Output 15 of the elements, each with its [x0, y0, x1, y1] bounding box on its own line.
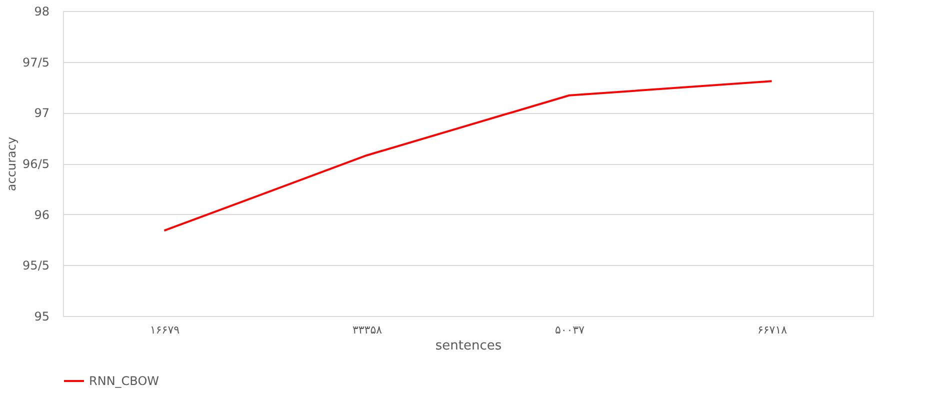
x-tick-label: ۵۰۰۳۷	[554, 324, 585, 336]
y-tick-label: 96/5	[22, 157, 50, 171]
x-tick-label: ۱۶۶۷۹	[150, 324, 180, 336]
y-tick-label: 96	[34, 208, 50, 222]
y-tick-label: 95	[34, 310, 50, 324]
y-tick-label: 98	[34, 4, 50, 18]
y-tick-label: 97	[34, 106, 50, 120]
x-tick-label: ۶۶۷۱۸	[757, 324, 788, 336]
y-tick-label: 97/5	[22, 55, 50, 70]
y-tick-label: 95/5	[22, 258, 50, 273]
x-tick-label: ۳۳۳۵۸	[352, 324, 382, 336]
line-series	[163, 80, 773, 232]
x-axis-title: sentences	[435, 338, 502, 354]
y-axis-title: accuracy	[4, 136, 19, 192]
legend-label: RNN_CBOW	[89, 374, 160, 388]
